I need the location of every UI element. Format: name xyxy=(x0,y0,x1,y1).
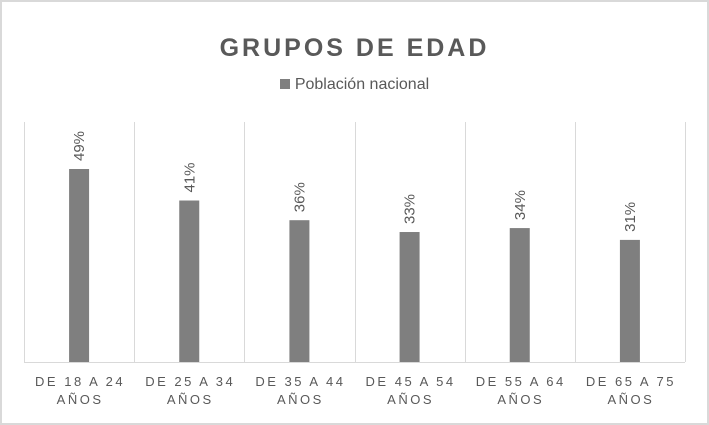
bar xyxy=(69,169,90,362)
category-label: DE 35 A 44 xyxy=(255,374,345,389)
data-label: 49% xyxy=(71,131,88,161)
data-label: 31% xyxy=(622,202,639,232)
bar xyxy=(179,200,200,362)
legend-swatch xyxy=(279,79,290,89)
chart-title: GRUPOS DE EDAD xyxy=(219,34,490,62)
category-label: DE 18 A 24 xyxy=(35,374,125,389)
data-label: 41% xyxy=(181,162,198,192)
bar xyxy=(399,232,420,362)
category-label: DE 25 A 34 xyxy=(145,374,235,389)
data-label: 33% xyxy=(402,194,419,224)
bar xyxy=(289,220,310,362)
bar xyxy=(509,228,530,362)
category-label: DE 45 A 54 xyxy=(366,374,456,389)
bar xyxy=(619,239,640,362)
category-label: DE 55 A 64 xyxy=(476,374,566,389)
data-label: 36% xyxy=(291,182,308,212)
category-label: AÑOS xyxy=(607,392,654,407)
category-label: AÑOS xyxy=(57,392,104,407)
category-label: AÑOS xyxy=(167,392,214,407)
category-label: DE 65 A 75 xyxy=(586,374,676,389)
category-label: AÑOS xyxy=(497,392,544,407)
legend-label: Población nacional xyxy=(294,76,430,93)
legend: Población nacional xyxy=(0,76,709,94)
category-label: AÑOS xyxy=(387,392,434,407)
category-label: AÑOS xyxy=(277,392,324,407)
data-label: 34% xyxy=(512,190,529,220)
